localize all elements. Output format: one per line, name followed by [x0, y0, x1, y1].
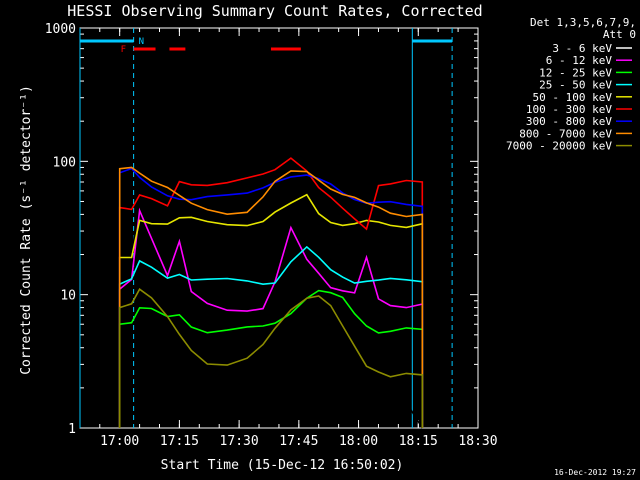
y-tick-label: 100: [53, 155, 76, 170]
legend-entry-label: 6 - 12 keV: [546, 54, 613, 67]
legend-entry-label: 50 - 100 keV: [533, 91, 613, 104]
x-tick-label: 17:15: [160, 434, 199, 449]
y-tick-label: 10: [60, 289, 76, 304]
legend-entry-label: 7000 - 20000 keV: [506, 140, 612, 153]
flare-flag-label: F: [121, 45, 126, 55]
series-line: [118, 157, 424, 428]
legend-entry-label: 800 - 7000 keV: [519, 127, 612, 140]
x-tick-label: 17:45: [279, 434, 318, 449]
legend-entry-label: 3 - 6 keV: [552, 42, 612, 55]
plot-area: 1 10 100 1000 17:00 17:15 17:30 17:45 18:00 18:15…: [45, 22, 498, 449]
chart-title: HESSI Observing Summary Count Rates, Cor…: [67, 2, 482, 20]
series-line: [118, 289, 424, 428]
legend-entry-label: 100 - 300 keV: [526, 103, 612, 116]
timestamp: 16-Dec-2012 19:27: [554, 468, 636, 477]
night-flag-label: N: [139, 37, 144, 47]
legend-header-line2: Att 0: [603, 28, 636, 41]
x-tick-label: 18:00: [339, 434, 378, 449]
x-tick-label: 18:15: [399, 434, 438, 449]
legend-entry-label: 25 - 50 keV: [539, 79, 612, 92]
series-line: [118, 166, 424, 428]
series-line: [118, 190, 423, 429]
x-tick-label: 17:00: [100, 434, 139, 449]
series-line: [118, 245, 424, 428]
y-tick-label: 1: [68, 422, 76, 437]
y-axis-label: Corrected Count Rate (s⁻¹ detector⁻¹): [19, 85, 34, 375]
x-tick-label: 17:30: [220, 434, 259, 449]
x-axis-label: Start Time (15-Dec-12 16:50:02): [161, 458, 404, 473]
legend-entry-label: 300 - 800 keV: [526, 115, 612, 128]
x-tick-label: 18:30: [458, 434, 497, 449]
legend-entry-label: 12 - 25 keV: [539, 66, 612, 79]
series-line: [118, 193, 424, 428]
series-line: [118, 288, 424, 428]
legend-header-line1: Det 1,3,5,6,7,9,: [530, 16, 636, 29]
y-tick-label: 1000: [45, 22, 76, 37]
